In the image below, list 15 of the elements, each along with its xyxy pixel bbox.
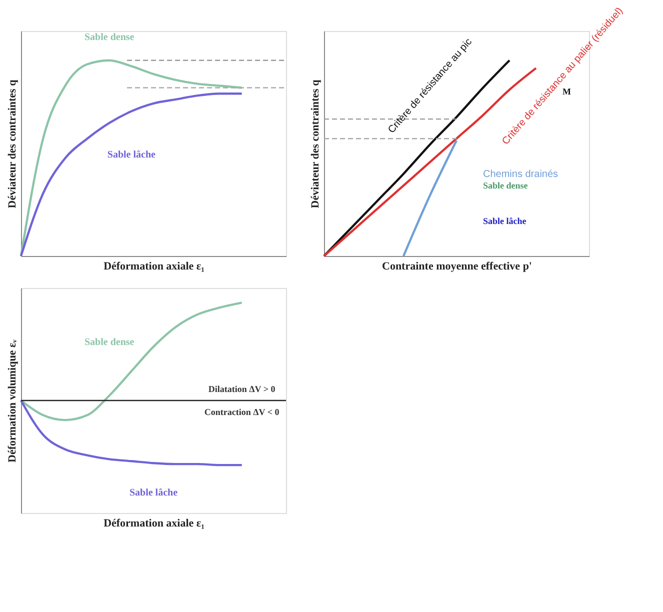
annotation: Sable lâche <box>483 216 526 226</box>
text: Sable dense <box>84 32 135 43</box>
text: Sable lâche <box>107 149 156 160</box>
text: Chemins drainés <box>483 168 558 180</box>
x-axis-title: Déformation axiale ε₁ <box>104 518 204 530</box>
annotation: Sable dense <box>483 180 528 191</box>
y-axis-title: Déviateur des contraintes q <box>6 78 18 208</box>
text: Sable lâche <box>129 487 178 498</box>
annotation: Contraction ΔV < 0 <box>204 407 280 418</box>
annotation: Dilatation ΔV > 0 <box>208 384 276 394</box>
series-label: Sable dense <box>84 336 135 348</box>
x-axis-title: Déformation axiale ε₁ <box>104 260 204 272</box>
x-axis-title: Contrainte moyenne effective p' <box>382 260 532 272</box>
y-axis-title: Déviateur des contraintes q <box>310 78 322 208</box>
y-axis-title: Déformation volumique εᵥ <box>6 338 18 462</box>
